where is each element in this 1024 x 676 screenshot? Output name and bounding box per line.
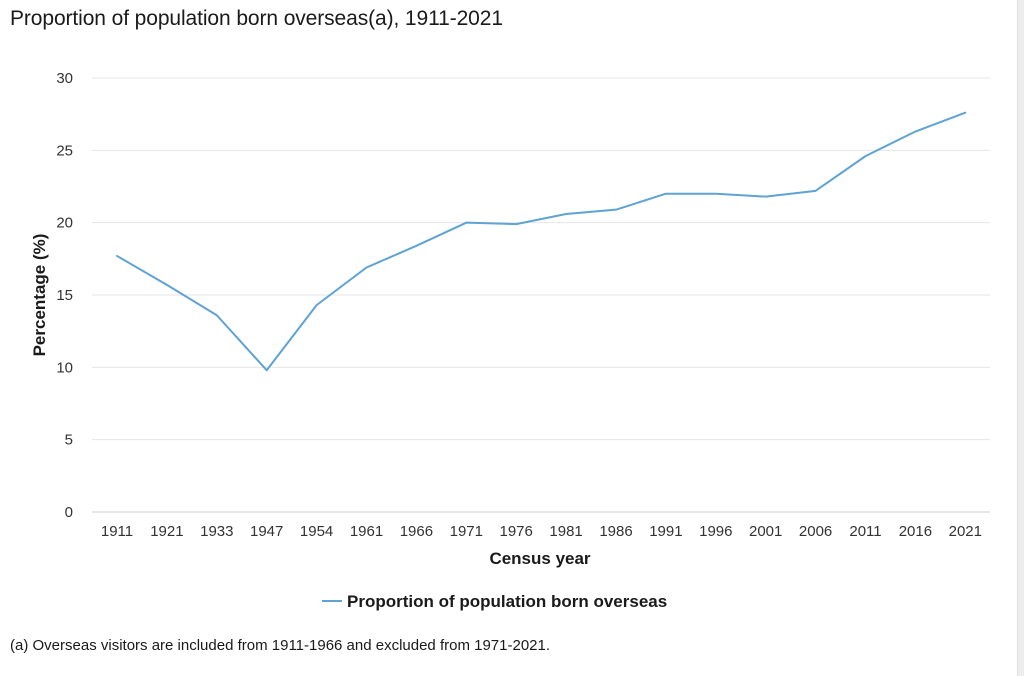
x-tick-label: 1954	[300, 523, 333, 540]
data-point[interactable]	[961, 109, 969, 117]
data-point[interactable]	[363, 264, 371, 272]
chart-footnote: (a) Overseas visitors are included from …	[10, 637, 551, 654]
x-tick-label: 2006	[799, 523, 832, 540]
x-tick-label: 2001	[749, 523, 782, 540]
y-axis-ticks: 0 5 10 15 20 25 30	[56, 70, 73, 521]
data-point[interactable]	[263, 366, 271, 374]
y-tick-label: 5	[65, 432, 73, 449]
data-point[interactable]	[113, 252, 121, 260]
data-point[interactable]	[712, 190, 720, 198]
x-tick-label: 1961	[350, 523, 383, 540]
data-point[interactable]	[911, 128, 919, 136]
data-point[interactable]	[562, 210, 570, 218]
x-axis-ticks: 1911 1921 1933 1947 1954 1961 1966 1971 1976 1981…	[101, 523, 982, 540]
data-point[interactable]	[662, 190, 670, 198]
x-tick-label: 1933	[200, 523, 233, 540]
y-tick-label: 15	[56, 287, 73, 304]
x-tick-label: 1911	[101, 523, 133, 540]
y-tick-label: 30	[56, 70, 73, 87]
data-point[interactable]	[412, 242, 420, 250]
y-tick-label: 10	[56, 359, 73, 376]
line-chart: 0 5 10 15 20 25 30 1911 1921 1933 1947 1954 1961 196…	[30, 70, 990, 611]
x-tick-label: 1976	[500, 523, 533, 540]
series-line-0[interactable]	[116, 111, 967, 372]
x-tick-label: 1991	[649, 523, 682, 540]
data-point[interactable]	[163, 281, 171, 289]
data-point[interactable]	[213, 311, 221, 319]
y-tick-label: 0	[65, 504, 73, 521]
x-tick-label: 1971	[450, 523, 483, 540]
x-tick-label: 1986	[599, 523, 632, 540]
data-point[interactable]	[762, 193, 770, 201]
x-tick-label: 1981	[549, 523, 582, 540]
y-axis-title: Percentage (%)	[30, 234, 49, 357]
x-tick-label: 1966	[400, 523, 433, 540]
chart-title: Proportion of population born overseas(a…	[10, 7, 503, 30]
x-axis-title: Census year	[489, 549, 590, 568]
data-point[interactable]	[612, 206, 620, 214]
x-tick-label: 1921	[150, 523, 183, 540]
grid-lines	[92, 77, 990, 513]
data-point[interactable]	[512, 220, 520, 228]
x-tick-label: 2011	[849, 523, 881, 540]
y-tick-label: 25	[56, 142, 73, 159]
y-tick-label: 20	[56, 215, 73, 232]
data-point[interactable]	[812, 187, 820, 195]
window-right-edge	[1017, 0, 1024, 676]
data-point[interactable]	[462, 219, 470, 227]
legend[interactable]: Proportion of population born overseas	[322, 592, 667, 611]
data-point[interactable]	[862, 152, 870, 160]
x-tick-label: 1996	[699, 523, 732, 540]
legend-label: Proportion of population born overseas	[347, 592, 667, 611]
x-tick-label: 2021	[949, 523, 982, 540]
x-tick-label: 2016	[899, 523, 932, 540]
series-layer	[113, 109, 969, 374]
x-tick-label: 1947	[250, 523, 283, 540]
data-point[interactable]	[313, 301, 321, 309]
